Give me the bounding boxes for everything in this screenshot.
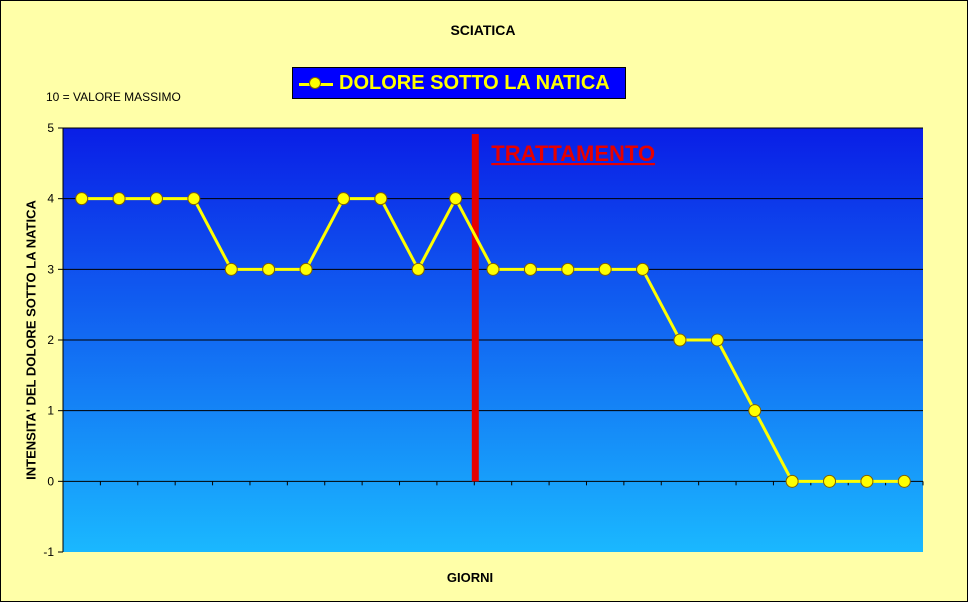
data-point (710, 333, 724, 347)
y-tick-label: 5 (47, 121, 54, 135)
max-value-note: 10 = VALORE MASSIMO (46, 90, 181, 104)
data-point (224, 262, 238, 276)
y-tick-label: 2 (47, 333, 54, 347)
data-point (598, 262, 612, 276)
data-point (112, 192, 126, 206)
data-point (149, 192, 163, 206)
data-point (449, 192, 463, 206)
y-tick-label: 0 (47, 474, 54, 488)
gridlines (63, 127, 923, 482)
y-tick-label: 1 (47, 404, 54, 418)
data-point (262, 262, 276, 276)
series-group (75, 192, 911, 488)
data-point (336, 192, 350, 206)
data-point (561, 262, 575, 276)
data-point (523, 262, 537, 276)
data-point (897, 474, 911, 488)
data-point (299, 262, 313, 276)
data-point (486, 262, 500, 276)
data-point (636, 262, 650, 276)
legend-label: DOLORE SOTTO LA NATICA (339, 72, 610, 94)
legend-marker-swatch (309, 77, 321, 89)
legend: DOLORE SOTTO LA NATICA (292, 67, 626, 99)
y-tick-label: 4 (47, 192, 54, 206)
x-axis-label: GIORNI (446, 570, 494, 585)
data-point (673, 333, 687, 347)
y-tick-label: 3 (47, 262, 54, 276)
data-point (785, 474, 799, 488)
chart-title: SCIATICA (450, 22, 516, 38)
data-point (187, 192, 201, 206)
treatment-label: TRATTAMENTO (491, 141, 655, 166)
y-tick-label: -1 (43, 545, 54, 559)
data-point (411, 262, 425, 276)
data-point (374, 192, 388, 206)
data-point (823, 474, 837, 488)
data-point (75, 192, 89, 206)
data-point (748, 404, 762, 418)
data-point (860, 474, 874, 488)
annotation-group: TRATTAMENTO (471, 134, 655, 482)
